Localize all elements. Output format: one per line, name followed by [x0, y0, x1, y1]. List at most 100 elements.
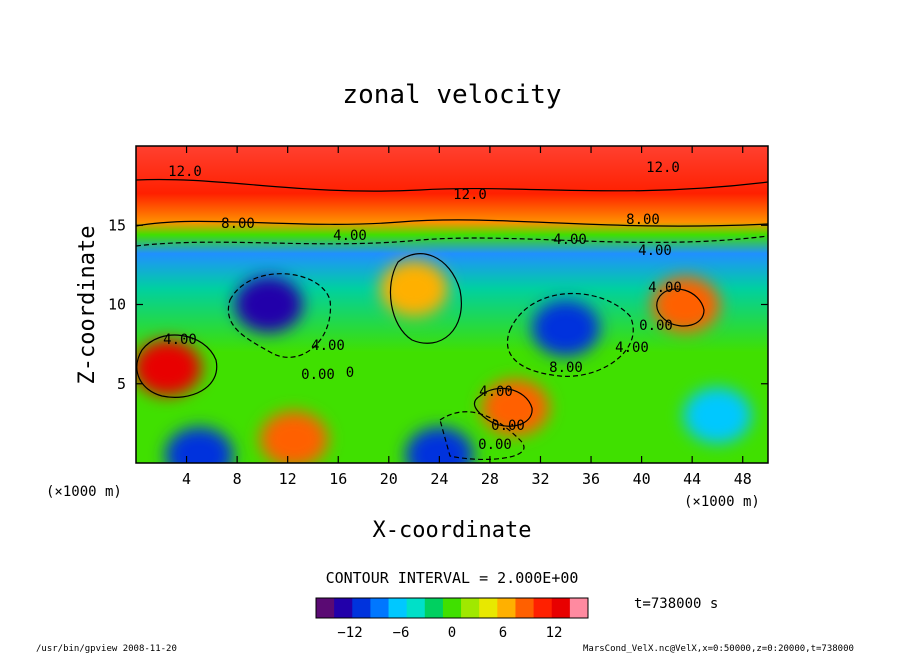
colorbar-swatch: [424, 598, 435, 618]
y-tick-label: 10: [108, 296, 126, 314]
colorbar-swatch: [515, 598, 526, 618]
contour-lines: [136, 178, 768, 460]
y-axis: 5 10 15: [108, 216, 768, 393]
colorbar-swatch: [352, 598, 362, 618]
footer-right: MarsCond_VelX.nc@VelX,x=0:50000,z=0:2000…: [583, 644, 854, 654]
x-tick-label: 32: [531, 470, 549, 488]
colorbar-swatch: [569, 598, 580, 618]
velocity-feature: [380, 260, 449, 317]
colorbar-swatch: [497, 598, 507, 618]
velocity-feature: [165, 427, 234, 463]
x-tick-label: 36: [582, 470, 600, 488]
colorbar-swatch: [361, 598, 371, 618]
colorbar-swatch: [442, 598, 453, 618]
contour-label: 4.00: [615, 340, 649, 356]
velocity-feature: [683, 387, 752, 444]
colorbar-swatch: [379, 598, 390, 618]
contour-label: 12.0: [646, 160, 680, 176]
velocity-feature: [481, 379, 550, 436]
contour-line: [656, 288, 705, 327]
colorbar-swatch: [370, 598, 380, 618]
colorbar-tick-label: −12: [337, 625, 362, 641]
velocity-field: [136, 260, 752, 463]
colorbar-swatch: [433, 598, 444, 618]
colorbar-ticks: −12 −6 0 6 12: [337, 625, 562, 641]
x-tick-label: 16: [329, 470, 347, 488]
contour-label: 8.00: [221, 216, 255, 232]
y-tick-label: 15: [108, 216, 126, 234]
x-tick-label: 48: [734, 470, 752, 488]
colorbar-tick-label: 0: [448, 625, 456, 641]
x-tick-label: 24: [430, 470, 448, 488]
velocity-feature: [531, 300, 600, 357]
colorbar-swatch: [506, 598, 516, 618]
colorbar-tick-label: −6: [393, 625, 410, 641]
contour-label: 0.00: [301, 367, 335, 383]
velocity-feature: [260, 411, 328, 463]
chart-title: zonal velocity: [342, 80, 561, 110]
colorbar-swatch: [452, 598, 462, 618]
colorbar-swatch: [551, 598, 562, 618]
colorbar-swatch: [388, 598, 399, 618]
x-tick-label: 12: [279, 470, 297, 488]
contour-label: 4.00: [479, 384, 513, 400]
plot-area: [136, 146, 768, 463]
contour-label: 4.00: [333, 228, 367, 244]
colorbar-swatch: [406, 598, 417, 618]
contour-label: 12.0: [168, 164, 202, 180]
contour-label: 4.00: [638, 243, 672, 259]
colorbar-swatch: [415, 598, 426, 618]
contour-line: [227, 273, 332, 358]
colorbar-swatch: [560, 598, 571, 618]
velocity-feature: [234, 276, 303, 333]
colorbar: [315, 597, 589, 619]
contour-label: 0: [346, 365, 354, 381]
footer-left: /usr/bin/gpview 2008-11-20: [36, 644, 177, 654]
colorbar-tick-label: 6: [499, 625, 507, 641]
colorbar-swatch: [578, 598, 589, 618]
contour-label: 0.00: [478, 437, 512, 453]
contour-line: [473, 387, 533, 427]
y-tick-label: 5: [117, 375, 126, 393]
colorbar-swatch: [524, 598, 535, 618]
colorbar-swatch: [488, 598, 498, 618]
colorbar-swatch: [334, 598, 344, 618]
colorbar-swatch: [542, 598, 553, 618]
contour-label: 4.00: [163, 332, 197, 348]
contour-label: 0.00: [491, 418, 525, 434]
colorbar-swatch: [461, 598, 471, 618]
x-tick-label: 28: [481, 470, 499, 488]
colorbar-swatch: [470, 598, 480, 618]
colorbar-swatch: [397, 598, 408, 618]
x-axis-label: X-coordinate: [373, 518, 532, 543]
colorbar-swatch: [316, 598, 326, 618]
x-tick-label: 40: [633, 470, 651, 488]
colorbar-frame: [315, 597, 589, 619]
contour-label: 8.00: [549, 360, 583, 376]
x-tick-label: 44: [683, 470, 701, 488]
y-axis-label: Z-coordinate: [75, 226, 100, 385]
x-axis: 4 8 12 16 20 24 28 32 36 40 44 48: [182, 146, 752, 488]
velocity-feature: [136, 339, 202, 396]
contour-line: [506, 292, 634, 377]
x-unit-label-left: (×1000 m): [46, 484, 122, 500]
contour-line: [136, 219, 768, 227]
contour-line: [389, 253, 462, 344]
x-tick-label: 8: [233, 470, 242, 488]
x-tick-label: 4: [182, 470, 191, 488]
velocity-feature: [405, 427, 474, 463]
contour-label: 4.00: [553, 232, 587, 248]
contour-labels: 12.0 12.0 12.0 8.00 4.00 4.00 8.00 4.00 4.00 0.00…: [163, 160, 682, 453]
colorbar-swatch: [325, 598, 335, 618]
colorbar-tick-label: 12: [546, 625, 563, 641]
contour-label: 4.00: [311, 338, 345, 354]
contour-label: 4.00: [648, 280, 682, 296]
colorbar-swatch: [343, 598, 353, 618]
time-label: t=738000 s: [634, 596, 718, 612]
contour-line: [136, 178, 768, 192]
colorbar-swatch: [533, 598, 544, 618]
colorbar-swatch: [479, 598, 489, 618]
x-tick-label: 20: [380, 470, 398, 488]
x-unit-label-right: (×1000 m): [684, 494, 760, 510]
